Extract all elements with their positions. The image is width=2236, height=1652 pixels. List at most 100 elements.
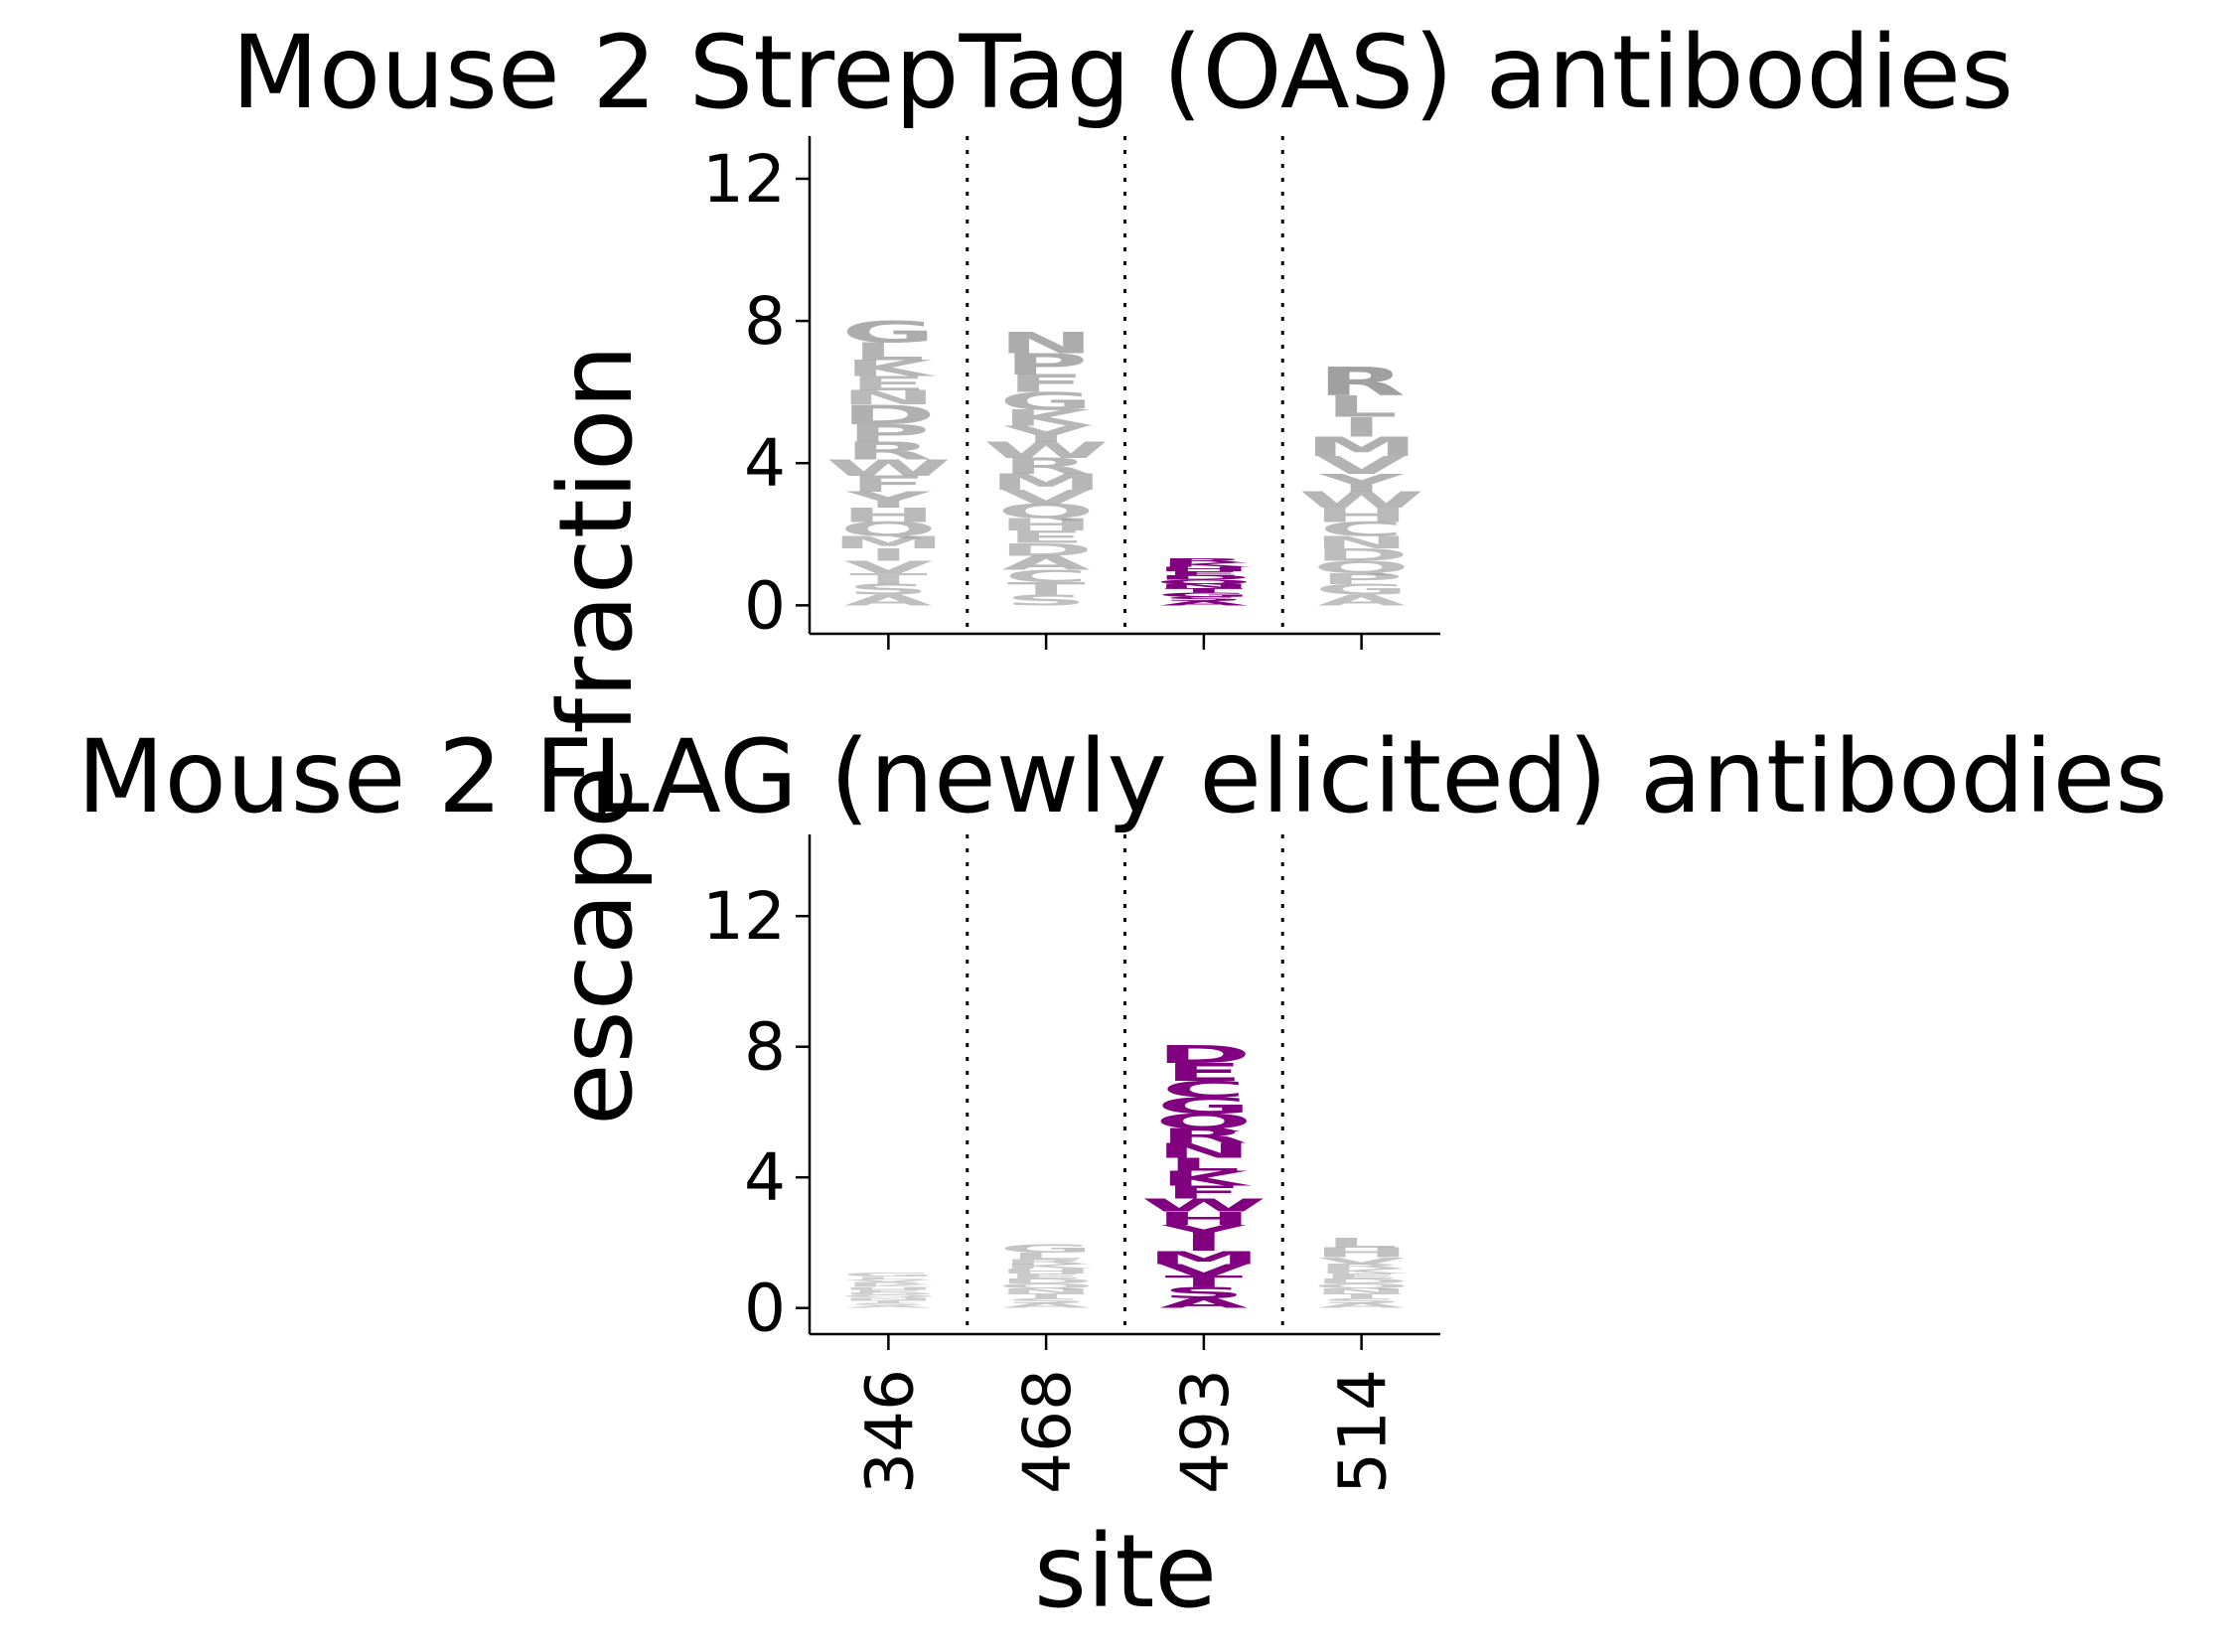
logo-letter: L [1167,1154,1240,1175]
logo-letter: V [1317,451,1407,480]
logo-letter: E [1165,1058,1244,1087]
logo-letter: S [1320,1297,1403,1305]
logo-letter: W [1140,1195,1267,1216]
logo-letter: H [1313,1245,1409,1261]
logo-letter: E [1007,527,1086,547]
logo-letter: R [844,437,933,466]
logo-letter: Q [997,501,1095,524]
logo-letter: M [1304,431,1418,463]
logo-letter: H [840,1286,936,1290]
logo-letter: C [1004,566,1089,586]
logo-letter: Y [1003,421,1089,447]
logo-letter: D [841,1291,937,1295]
logo-letter: I [1182,1235,1225,1256]
logo-letter: H [998,1268,1094,1276]
logo-letter: N [998,326,1094,360]
logo-letter: H [998,516,1094,535]
logo-letter: L [1325,389,1398,423]
logo-letter: H [1156,566,1252,573]
y-tick-label: 8 [744,283,786,360]
logo-letter: E [1007,1273,1086,1280]
logo-letter: Q [1313,558,1411,578]
y-tick-label: 8 [744,1009,786,1086]
logo-letter: K [1001,405,1094,431]
logo-letter: E [849,1289,928,1293]
x-tick-label: 493 [1167,1369,1244,1494]
logo-letter: E [1322,1273,1401,1280]
x-axis-label: site [1034,1513,1217,1631]
panel-1: 04812ASTVIMQHYFWRPDNEKLGSTCADEHQVMRWYKGF… [702,136,1440,650]
logo-letter: Y [1319,469,1406,498]
logo-letter: A [1002,1301,1091,1309]
logo-letter: L [852,1276,925,1279]
logo-letter: E [849,373,928,395]
logo-letter: M [831,532,946,552]
logo-letter: N [1156,583,1252,590]
logo-letter: G [841,1272,936,1277]
logo-letter: S [1005,1297,1088,1305]
logo-letter: S [847,581,930,598]
logo-letter: S [1005,592,1088,609]
logo-letter: K [1001,1263,1094,1271]
logo-letter: R [1317,360,1406,405]
logo-letter: T [849,570,928,587]
logo-letter: G [999,387,1094,416]
y-tick-label: 12 [702,878,786,955]
logo-letter: P [1319,570,1403,587]
logo-letter: G [841,315,936,349]
logo-letter: W [825,455,952,481]
logo-letter: L [852,338,925,367]
logo-letter: N [840,386,936,409]
logo-letter: R [1160,557,1249,564]
logo-letter: Y [845,487,931,513]
logo-letter: C [1162,1077,1247,1103]
logo-letter: H [840,504,936,526]
logo-letter: S [1162,596,1245,603]
logo-letter: L [1009,1251,1082,1261]
logo-letter: Q [1313,1282,1411,1290]
logo-letter: P [846,419,930,448]
logo-letter: A [844,1304,933,1308]
logo-letter: R [844,1281,933,1285]
logo-letter: Q [1155,578,1253,585]
logo-letter: Q [1155,1110,1253,1133]
logo-letter: F [849,471,928,497]
logo-letter: D [998,540,1094,560]
y-tick-label: 0 [744,1271,786,1347]
logo-letter: N [1313,1287,1409,1295]
logo-letter: G [1314,581,1409,598]
y-axis-label: escape fraction [537,345,656,1126]
logo-letter: A [1159,600,1248,607]
logo-letter: N [1313,532,1409,552]
logo-letter: N [840,1296,936,1300]
logo-letter: N [998,1287,1094,1295]
y-tick-label: 12 [702,141,786,218]
logo-letter: K [1159,561,1252,568]
logo-letter: F [1165,1182,1244,1203]
panel-1-title: Mouse 2 StrepTag (OAS) antibodies [231,14,2013,132]
logo-letter: E [1165,570,1244,577]
logo-letter: D [1156,574,1252,581]
logo-letter: M [989,470,1104,496]
x-tick-label: 346 [851,1369,928,1494]
logo-letter: K [844,1283,937,1287]
logo-letter: G [999,1242,1094,1255]
logo-letter: V [1002,486,1091,509]
logo-letter: V [844,1278,933,1282]
y-tick-label: 0 [744,567,786,644]
logo-letter: Q [997,1282,1095,1290]
logo-letter: Q [839,519,937,541]
logo-letter: T [1165,1273,1244,1290]
x-tick-label: 468 [1009,1369,1086,1494]
logo-letter: A [1159,1295,1249,1311]
logo-letter: H [1156,1208,1252,1229]
logo-letter: V [844,558,934,578]
logo-letter: A [844,592,934,609]
logo-letter: A [1002,552,1091,575]
logo-letter: V [1159,1261,1249,1278]
logo-letter: I [1340,411,1383,443]
logo-letter: S [1162,1283,1245,1301]
logo-letter: A [1317,1301,1406,1309]
logo-letter: T [1007,1292,1086,1300]
